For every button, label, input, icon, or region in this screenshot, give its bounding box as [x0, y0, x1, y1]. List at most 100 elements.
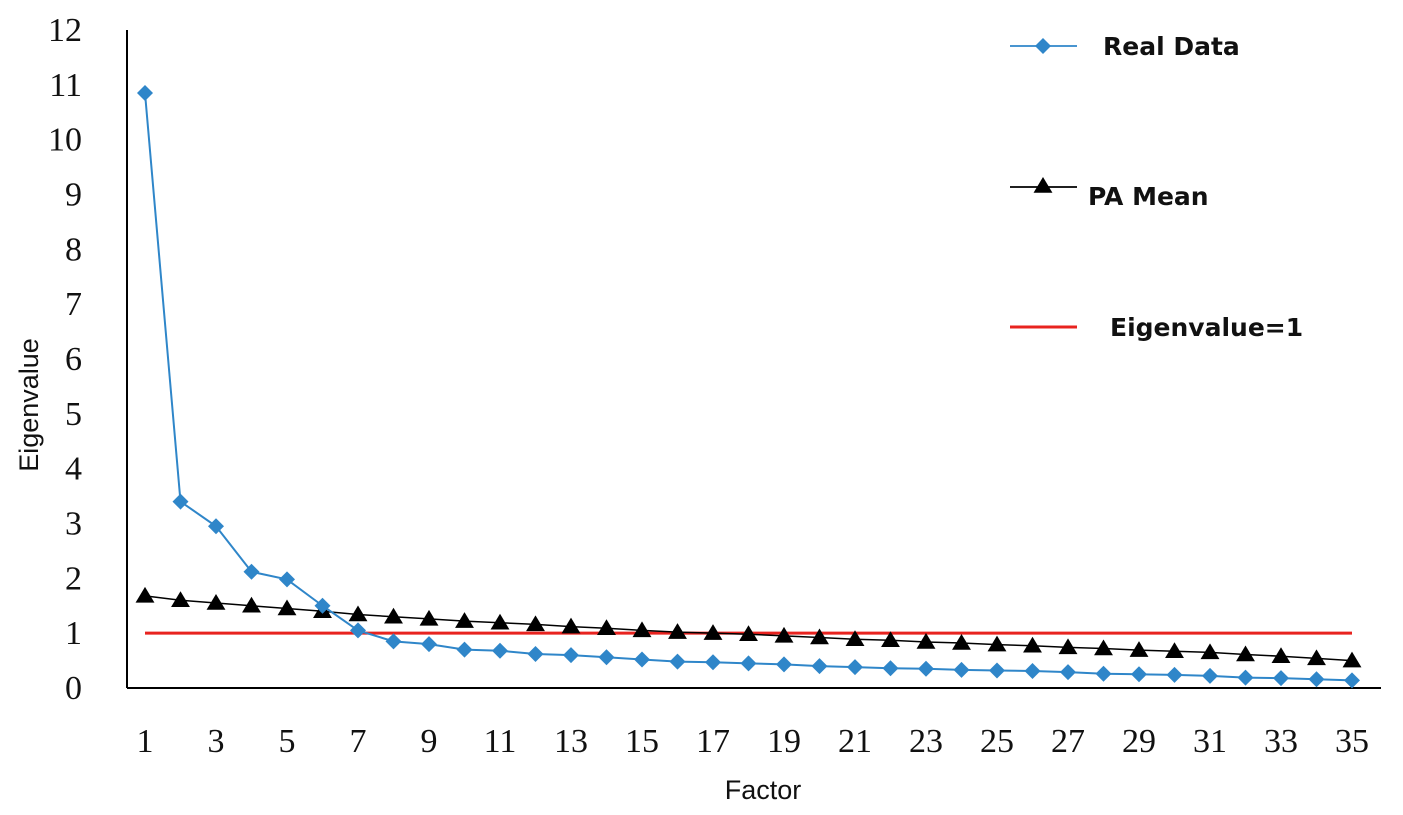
data-point	[563, 647, 579, 664]
data-point	[279, 571, 295, 588]
legend: Real Data PA Mean Eigenvalue=1	[1010, 32, 1303, 342]
data-point	[1166, 666, 1183, 683]
data-point	[385, 633, 402, 650]
data-point	[561, 617, 581, 634]
y-tick-label: 7	[65, 286, 82, 323]
x-tick-label: 5	[279, 723, 296, 760]
data-point	[1307, 649, 1326, 666]
y-tick-label: 11	[49, 67, 82, 104]
x-tick-label: 7	[350, 723, 367, 760]
legend-item: PA Mean	[1010, 177, 1209, 211]
x-tick-label: 3	[208, 723, 225, 760]
data-point	[1273, 670, 1289, 687]
x-tick-label: 27	[1051, 723, 1085, 760]
data-point	[1236, 645, 1255, 662]
x-tick-label: 25	[980, 723, 1014, 760]
data-point	[314, 597, 331, 614]
y-axis-title: Eigenvalue	[14, 338, 44, 472]
data-point	[1202, 667, 1218, 684]
y-tick-label: 5	[65, 396, 82, 433]
data-point	[845, 630, 865, 646]
data-point	[1308, 671, 1325, 688]
legend-label: Eigenvalue=1	[1110, 313, 1303, 342]
data-point	[277, 599, 297, 616]
legend-marker	[1033, 177, 1053, 193]
legend-label: Real Data	[1103, 32, 1240, 61]
data-point	[598, 649, 615, 666]
series-pa-mean	[135, 586, 1362, 668]
x-tick-label: 15	[625, 723, 659, 760]
y-tick-label: 2	[65, 560, 82, 597]
data-point	[739, 625, 758, 642]
x-tick-label: 35	[1335, 723, 1369, 760]
data-point	[242, 596, 261, 613]
data-point	[1342, 651, 1362, 668]
data-point	[384, 607, 403, 624]
y-tick-label: 1	[65, 615, 82, 652]
data-point	[882, 660, 899, 677]
y-tick-label: 6	[65, 341, 82, 378]
data-point	[526, 615, 545, 632]
data-point	[774, 626, 794, 643]
legend-item: Real Data	[1010, 32, 1240, 61]
data-point	[810, 628, 829, 645]
data-point	[348, 605, 368, 622]
data-point	[669, 653, 686, 670]
data-point	[1237, 669, 1254, 686]
x-tick-label: 9	[421, 723, 438, 760]
data-point	[597, 619, 616, 635]
data-point	[952, 634, 971, 650]
data-point	[243, 563, 260, 580]
data-point	[135, 586, 155, 603]
data-point	[490, 613, 510, 630]
x-axis-title: Factor	[725, 775, 802, 805]
data-point	[916, 632, 936, 649]
data-point	[421, 636, 437, 653]
data-point	[1060, 664, 1076, 681]
x-tick-label: 17	[696, 723, 730, 760]
data-point	[1024, 663, 1041, 680]
data-point	[527, 646, 544, 663]
legend-marker	[1035, 38, 1051, 54]
y-tick-label: 3	[65, 506, 82, 543]
data-point	[668, 623, 687, 639]
data-point	[1165, 642, 1184, 659]
data-point	[1344, 672, 1360, 689]
data-point	[989, 662, 1005, 679]
data-point	[918, 660, 934, 677]
legend-item: Eigenvalue=1	[1010, 313, 1303, 342]
data-point	[1095, 665, 1112, 682]
x-tick-label: 1	[137, 723, 154, 760]
data-point	[703, 624, 723, 640]
y-tick-label: 0	[65, 670, 82, 707]
x-tick-label: 19	[767, 723, 801, 760]
series-real-data	[137, 85, 1360, 689]
data-point	[847, 659, 863, 676]
data-point	[705, 654, 721, 671]
data-point	[632, 621, 652, 638]
x-tick-label: 11	[484, 723, 517, 760]
x-tick-label: 33	[1264, 723, 1298, 760]
data-point	[455, 612, 474, 628]
data-point	[456, 641, 473, 658]
y-tick-label: 9	[65, 177, 82, 214]
data-point	[419, 609, 439, 626]
data-point	[740, 655, 757, 672]
data-point	[1131, 666, 1147, 683]
x-tick-label: 13	[554, 723, 588, 760]
series-layer	[135, 85, 1362, 689]
data-point	[171, 591, 190, 608]
data-point	[987, 635, 1007, 652]
data-point	[1200, 643, 1220, 660]
x-tick-label: 21	[838, 723, 872, 760]
data-point	[1129, 641, 1149, 657]
data-point	[1094, 639, 1113, 656]
data-point	[881, 631, 900, 648]
axes	[126, 30, 1381, 689]
data-point	[1058, 638, 1078, 655]
data-point	[634, 651, 650, 668]
y-tick-label: 10	[48, 122, 82, 159]
data-point	[350, 622, 366, 639]
